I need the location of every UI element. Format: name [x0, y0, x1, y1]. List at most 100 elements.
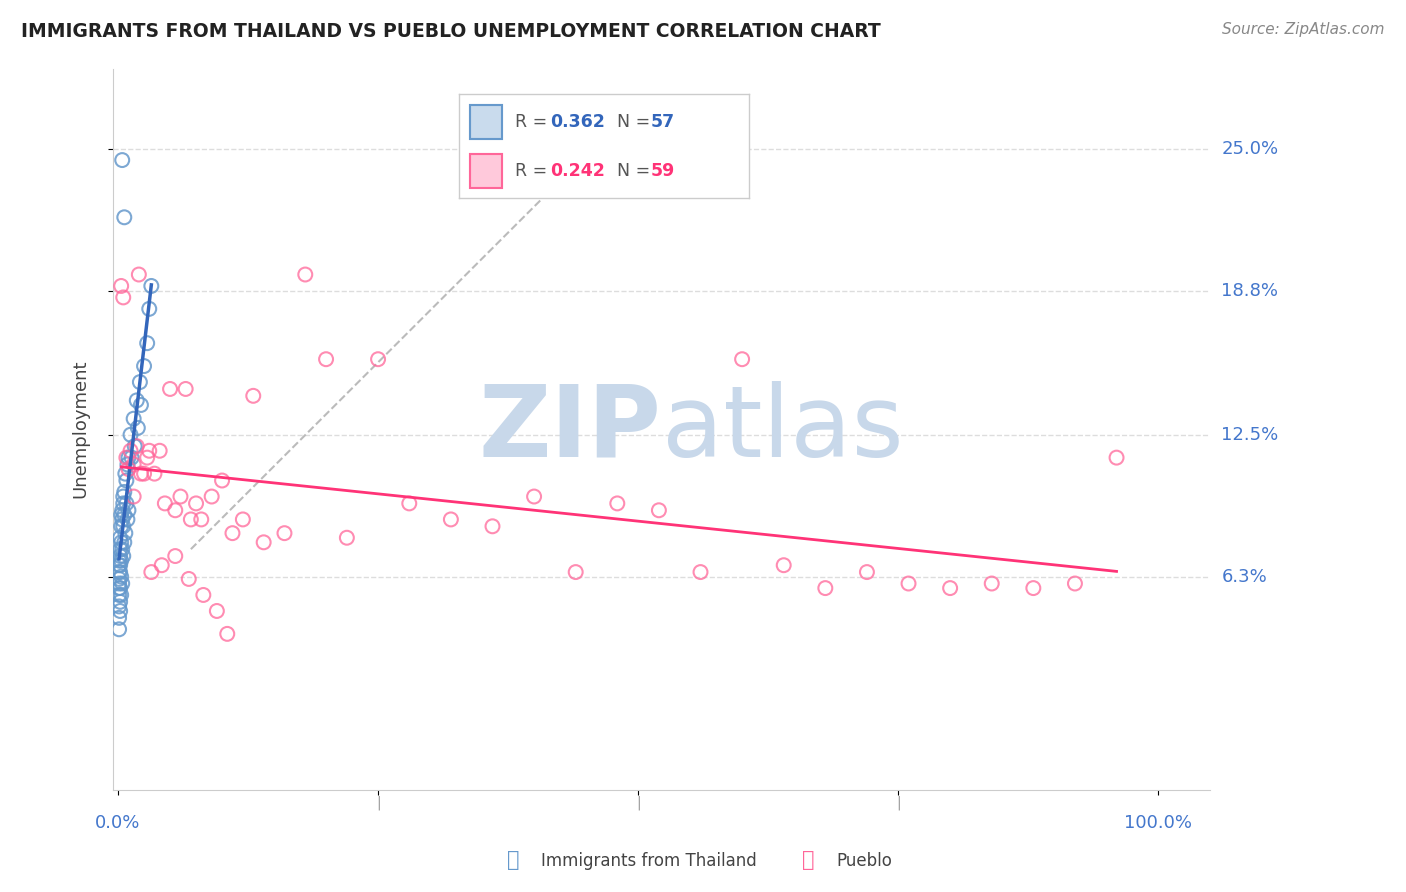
Point [232, 512, 254, 526]
Point [108, 599, 131, 614]
Point [112, 508, 135, 522]
Point [110, 519, 132, 533]
Text: 25.0%: 25.0% [1222, 140, 1278, 158]
Point [124, 439, 146, 453]
Point [481, 519, 503, 533]
Point [367, 352, 389, 367]
Point [169, 490, 191, 504]
Point [108, 581, 131, 595]
Text: |: | [375, 795, 381, 810]
Point [190, 512, 212, 526]
Point [138, 301, 160, 316]
Text: ZIP: ZIP [478, 381, 661, 477]
Point [108, 611, 131, 625]
Point [217, 627, 239, 641]
Point [440, 512, 463, 526]
Text: IMMIGRANTS FROM THAILAND VS PUEBLO UNEMPLOYMENT CORRELATION CHART: IMMIGRANTS FROM THAILAND VS PUEBLO UNEMP… [21, 22, 880, 41]
Point [138, 443, 160, 458]
Point [110, 508, 132, 522]
Point [112, 519, 135, 533]
Point [108, 554, 131, 568]
Point [115, 474, 138, 488]
Y-axis label: Unemployment: Unemployment [72, 359, 89, 499]
Point [127, 421, 149, 435]
Point [315, 352, 337, 367]
Point [132, 359, 155, 373]
Point [108, 572, 131, 586]
Point [117, 512, 139, 526]
Point [108, 581, 131, 595]
Text: |: | [636, 795, 640, 810]
Point [336, 531, 359, 545]
Point [205, 604, 228, 618]
Point [114, 467, 136, 481]
Point [114, 526, 136, 541]
Point [112, 290, 135, 304]
Point [136, 450, 159, 465]
Point [165, 503, 187, 517]
Point [731, 352, 754, 367]
Point [132, 467, 155, 481]
Point [120, 427, 142, 442]
Point [108, 622, 131, 636]
Text: |: | [896, 795, 900, 810]
Point [143, 467, 166, 481]
Point [136, 336, 159, 351]
Point [112, 490, 135, 504]
Point [117, 458, 139, 472]
Text: 12.5%: 12.5% [1222, 425, 1278, 443]
Point [108, 531, 131, 545]
Point [221, 526, 243, 541]
Point [648, 503, 671, 517]
Point [110, 279, 132, 293]
Point [115, 496, 138, 510]
Point [128, 268, 150, 282]
Point [111, 512, 134, 526]
Point [689, 565, 711, 579]
Point [242, 389, 264, 403]
Point [1105, 450, 1128, 465]
Point [111, 542, 134, 557]
Point [115, 450, 138, 465]
Point [108, 549, 131, 563]
Point [108, 558, 131, 573]
Point [211, 474, 233, 488]
Point [108, 565, 131, 579]
Point [294, 268, 316, 282]
Point [150, 558, 173, 573]
Text: 0.0%: 0.0% [96, 814, 141, 832]
Point [117, 503, 139, 517]
Point [523, 490, 546, 504]
Point [112, 496, 135, 510]
Point [112, 549, 135, 563]
Text: ⬜: ⬜ [803, 850, 814, 870]
Point [108, 576, 131, 591]
Point [273, 526, 295, 541]
Point [122, 458, 145, 472]
Point [564, 565, 586, 579]
Point [121, 450, 143, 465]
Point [112, 211, 135, 225]
Point [184, 496, 207, 510]
Point [772, 558, 794, 573]
Point [111, 503, 134, 517]
Point [897, 576, 920, 591]
Text: Immigrants from Thailand: Immigrants from Thailand [541, 852, 756, 870]
Point [1064, 576, 1087, 591]
Point [159, 382, 181, 396]
Point [129, 467, 152, 481]
Text: 6.3%: 6.3% [1222, 567, 1267, 586]
Point [117, 462, 139, 476]
Point [141, 565, 163, 579]
Text: Source: ZipAtlas.com: Source: ZipAtlas.com [1222, 22, 1385, 37]
Text: 100.0%: 100.0% [1125, 814, 1192, 832]
Point [112, 535, 135, 549]
Point [108, 595, 131, 609]
Point [193, 588, 215, 602]
Text: ⬜: ⬜ [508, 850, 519, 870]
Point [111, 576, 134, 591]
Point [141, 279, 163, 293]
Point [180, 512, 202, 526]
Point [125, 439, 148, 453]
Point [165, 549, 187, 563]
